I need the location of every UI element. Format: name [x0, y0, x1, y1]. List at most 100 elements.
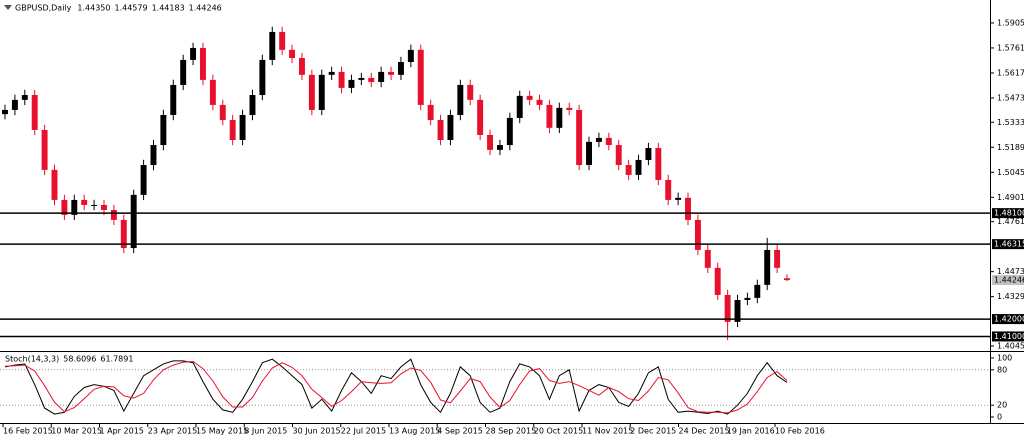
- candle-body: [595, 137, 602, 142]
- candle-body: [140, 165, 147, 195]
- candle-body: [2, 109, 8, 115]
- candle-body: [160, 114, 167, 146]
- candle-body: [209, 79, 216, 105]
- candle-body: [625, 165, 632, 175]
- candle-body: [417, 49, 424, 105]
- candle-body: [506, 117, 513, 146]
- level-label: 1.41000: [994, 332, 1024, 341]
- candle-body: [11, 99, 18, 110]
- symbol: GBPUSD,Daily: [15, 4, 72, 13]
- stoch-tick-label: 0: [997, 413, 1002, 422]
- x-tick-label: 23 Apr 2015: [148, 427, 197, 436]
- candle-body: [269, 31, 276, 60]
- candle-body: [516, 95, 523, 118]
- candle-body: [576, 109, 583, 166]
- candle-body: [298, 58, 305, 75]
- level-label-box: [992, 331, 1024, 342]
- candle-body: [358, 77, 365, 80]
- candle-body: [120, 219, 127, 249]
- x-tick-label: 1 Apr 2015: [100, 427, 144, 436]
- candle-body: [487, 134, 494, 150]
- x-tick-label: 10 Feb 2016: [775, 427, 825, 436]
- stoch-title: Stoch(14,3,3): [5, 355, 59, 364]
- x-tick-label: 24 Dec 2015: [679, 427, 730, 436]
- candle-body: [229, 120, 236, 140]
- header-value: 1.44579: [114, 4, 147, 13]
- candle-body: [477, 99, 484, 135]
- candle-body: [605, 137, 612, 146]
- candle-body: [764, 249, 771, 285]
- candle-body: [427, 104, 434, 121]
- candle-body: [200, 47, 206, 80]
- candle-body: [219, 104, 226, 121]
- x-tick-label: 28 Sep 2015: [486, 427, 537, 436]
- candle-body: [308, 74, 315, 110]
- level-label-box: [992, 208, 1024, 219]
- candle-body: [556, 107, 563, 128]
- candle-body: [734, 299, 741, 322]
- last-price-label: 1.44246: [994, 276, 1024, 285]
- stoch-value: 61.7891: [100, 355, 133, 364]
- y-tick-label: 1.44730: [997, 267, 1024, 276]
- candle-body: [457, 84, 464, 115]
- candle-body: [348, 79, 355, 88]
- header-value: 1.44183: [152, 4, 185, 13]
- y-tick-label: 1.43290: [997, 292, 1024, 301]
- level-label-box: [992, 314, 1024, 325]
- x-tick-label: 13 Aug 2015: [389, 427, 440, 436]
- candle-body: [685, 197, 691, 220]
- candle-body: [150, 145, 157, 166]
- y-tick-label: 1.40450: [997, 342, 1024, 351]
- x-tick-label: 30 Jun 2015: [293, 427, 341, 436]
- level-label: 1.46315: [994, 240, 1024, 249]
- candle-body: [31, 95, 38, 130]
- candle-body: [180, 59, 187, 85]
- x-tick-label: 10 Mar 2015: [51, 427, 102, 436]
- symbol-icon: [4, 5, 12, 10]
- candle-body: [754, 284, 761, 298]
- candle-body: [239, 114, 246, 140]
- candle-body: [665, 179, 672, 200]
- x-tick-label: 15 May 2015: [196, 427, 248, 436]
- candle-body: [675, 197, 682, 200]
- x-tick-label: 8 Jun 2015: [244, 427, 287, 436]
- candle-body: [259, 59, 266, 96]
- candle-body: [566, 107, 573, 110]
- candle-body: [101, 204, 107, 210]
- level-label: 1.42000: [994, 315, 1024, 324]
- candle-body: [546, 104, 553, 128]
- candle-body: [397, 62, 404, 75]
- stoch-tick-label: 80: [997, 365, 1007, 374]
- candle-body: [714, 267, 721, 295]
- y-tick-label: 1.51890: [997, 143, 1024, 152]
- x-tick-label: 4 Sep 2015: [437, 427, 483, 436]
- y-tick-label: 1.59050: [997, 18, 1024, 27]
- candle-body: [536, 99, 543, 105]
- y-tick-label: 1.54730: [997, 93, 1024, 102]
- candle-body: [91, 204, 98, 206]
- x-tick-label: 19 Jan 2016: [727, 427, 775, 436]
- candle-body: [526, 95, 533, 100]
- candle-body: [467, 84, 474, 100]
- header-value: 1.44350: [77, 4, 110, 13]
- level-label-box: [992, 239, 1024, 250]
- y-tick-label: 1.57610: [997, 43, 1024, 52]
- candle-body: [81, 199, 88, 205]
- candle-body: [41, 129, 48, 170]
- candle-body: [615, 145, 622, 166]
- level-label: 1.48100: [994, 209, 1024, 218]
- candle-body: [645, 147, 652, 160]
- y-tick-label: 1.50450: [997, 168, 1024, 177]
- stoch-tick-label: 100: [997, 354, 1012, 363]
- candle-body: [655, 147, 662, 180]
- stoch-tick-label: 20: [997, 401, 1007, 410]
- candle-body: [496, 145, 503, 150]
- candle-body: [388, 71, 395, 75]
- candle-body: [170, 84, 177, 115]
- candle-body: [279, 31, 286, 50]
- x-tick-label: 11 Nov 2015: [582, 427, 633, 436]
- candle-body: [744, 297, 751, 300]
- candle-body: [378, 71, 385, 82]
